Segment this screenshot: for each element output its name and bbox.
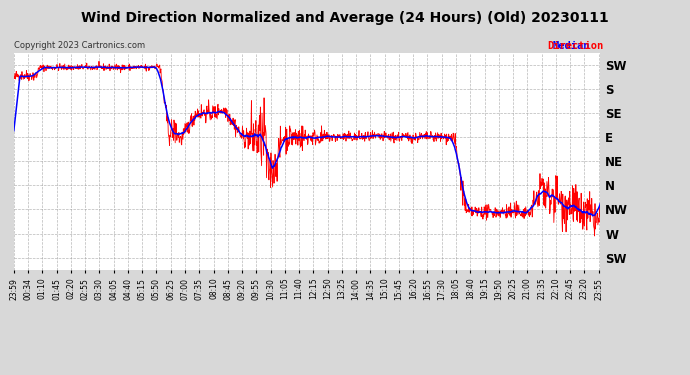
- Text: Median: Median: [553, 41, 590, 51]
- Text: Wind Direction Normalized and Average (24 Hours) (Old) 20230111: Wind Direction Normalized and Average (2…: [81, 11, 609, 25]
- Text: Direction: Direction: [547, 41, 604, 51]
- Text: Copyright 2023 Cartronics.com: Copyright 2023 Cartronics.com: [14, 41, 145, 50]
